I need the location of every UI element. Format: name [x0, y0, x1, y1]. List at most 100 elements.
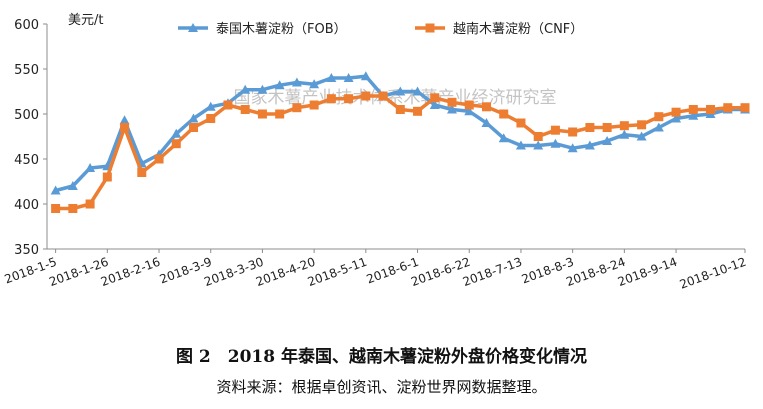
data-point — [326, 73, 337, 82]
data-point — [602, 136, 613, 145]
legend-label: 越南木薯淀粉（CNF） — [453, 21, 583, 37]
data-point — [395, 86, 406, 96]
data-point — [326, 94, 336, 104]
data-point — [619, 129, 630, 139]
y-tick-label: 350 — [14, 243, 39, 258]
line-chart: 350 400 450 500 550 600 2018-1-52018-1-262018… — [3, 13, 750, 292]
data-point — [360, 71, 371, 81]
y-tick-label: 450 — [14, 153, 39, 168]
x-axis: 2018-1-52018-1-262018-2-162018-3-92018-3… — [3, 248, 748, 292]
x-tick-label: 2018-10-12 — [678, 255, 748, 292]
series-thailand-fob — [50, 71, 750, 195]
y-axis: 350 400 450 500 550 600 — [14, 18, 48, 258]
data-point — [395, 105, 405, 114]
data-point — [206, 114, 216, 123]
data-point — [171, 139, 181, 149]
y-tick-label: 500 — [14, 108, 39, 123]
y-tick-label: 550 — [14, 63, 39, 78]
data-point — [85, 163, 96, 172]
square-marker-icon — [425, 23, 435, 33]
data-point — [51, 204, 61, 213]
data-point — [137, 168, 147, 177]
data-point — [464, 106, 475, 116]
legend-item: 越南木薯淀粉（CNF） — [415, 21, 583, 37]
data-point — [429, 100, 440, 109]
data-point — [654, 112, 664, 122]
data-point — [481, 118, 492, 127]
figure-caption: 图 2 2018 年泰国、越南木薯淀粉外盘价格变化情况 — [176, 347, 587, 367]
x-tick-label: 2018-2-16 — [99, 255, 162, 289]
data-point — [447, 97, 457, 107]
data-point — [361, 91, 371, 101]
data-point — [533, 140, 544, 150]
data-point — [412, 86, 423, 96]
data-point — [188, 123, 198, 132]
data-point — [499, 109, 509, 119]
data-point — [533, 132, 543, 141]
data-point — [120, 123, 130, 132]
data-point — [653, 122, 664, 132]
data-point — [636, 131, 647, 141]
data-point — [413, 106, 423, 116]
data-point — [637, 120, 647, 130]
data-point — [344, 94, 354, 104]
data-point — [119, 115, 130, 125]
x-tick-label: 2018-5-11 — [306, 255, 369, 289]
series-vietnam-cnf — [51, 91, 750, 213]
data-point — [292, 103, 302, 113]
data-point — [568, 127, 578, 137]
figure-source: 资料来源：根据卓创资讯、淀粉世界网数据整理。 — [216, 378, 547, 396]
data-point — [274, 80, 285, 90]
data-point — [671, 113, 682, 123]
data-point — [205, 101, 216, 111]
data-point — [706, 105, 716, 114]
data-point — [223, 100, 233, 110]
data-point — [188, 113, 199, 123]
data-point — [447, 104, 458, 114]
data-point — [481, 102, 491, 112]
y-tick-label: 400 — [14, 198, 39, 213]
data-point — [102, 172, 112, 182]
data-point — [671, 107, 681, 117]
data-point — [309, 79, 320, 89]
data-point — [68, 204, 78, 213]
data-point — [291, 77, 302, 87]
legend-label: 泰国木薯淀粉（FOB） — [216, 22, 347, 37]
legend: 泰国木薯淀粉（FOB） 越南木薯淀粉（CNF） — [178, 21, 583, 37]
y-axis-unit-label: 美元/t — [68, 13, 103, 28]
data-point — [275, 109, 285, 119]
triangle-marker-icon — [188, 23, 198, 32]
legend-item: 泰国木薯淀粉（FOB） — [178, 22, 347, 37]
data-point — [602, 123, 612, 132]
data-point — [240, 105, 250, 114]
data-point — [516, 118, 526, 128]
data-point — [430, 93, 440, 103]
series-layer — [50, 71, 750, 213]
data-point — [584, 140, 595, 150]
data-point — [67, 181, 78, 190]
data-point — [257, 84, 268, 94]
data-point — [309, 100, 319, 110]
data-point — [240, 84, 251, 94]
x-tick-label: 2018-7-13 — [461, 255, 524, 289]
data-point — [85, 199, 95, 209]
data-point — [464, 100, 474, 110]
x-tick-label: 2018-9-14 — [616, 255, 679, 289]
data-point — [171, 128, 182, 138]
data-point — [688, 110, 699, 120]
data-point — [498, 133, 509, 143]
data-point — [619, 121, 629, 131]
data-point — [257, 109, 267, 119]
data-point — [585, 123, 595, 132]
data-point — [378, 91, 388, 101]
data-point — [550, 125, 560, 135]
data-point — [723, 103, 733, 113]
data-point — [154, 154, 164, 164]
data-point — [343, 73, 354, 82]
data-point — [740, 103, 750, 113]
data-point — [550, 138, 561, 148]
data-point — [567, 143, 578, 153]
y-tick-label: 600 — [14, 18, 39, 33]
data-point — [688, 105, 698, 114]
data-point — [50, 185, 61, 195]
